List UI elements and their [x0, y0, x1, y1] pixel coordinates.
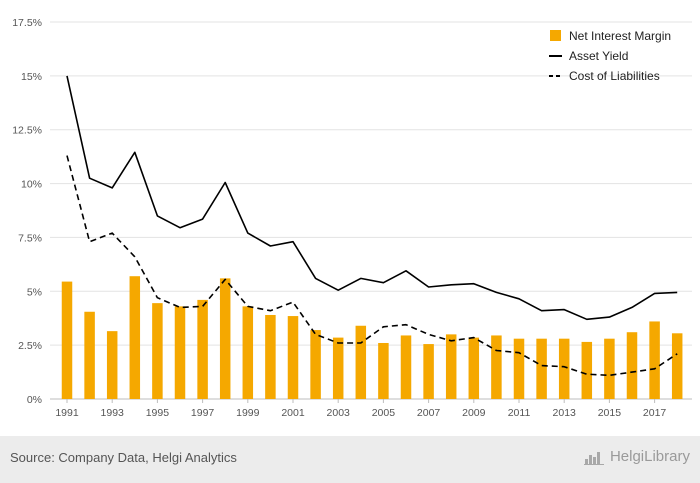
y-tick-label: 12.5%: [12, 125, 42, 137]
y-axis-ticks: 0% 2.5% 5% 7.5% 10% 12.5% 15% 17.5%: [12, 17, 42, 406]
x-tick-label: 2015: [598, 407, 622, 419]
bar-net-interest-margin: [174, 306, 186, 399]
bar-net-interest-margin: [626, 332, 638, 399]
bars: [61, 276, 683, 399]
bar-net-interest-margin: [378, 342, 389, 399]
bar-net-interest-margin: [649, 321, 660, 399]
line-asset-yield: [66, 75, 678, 321]
bar-net-interest-margin: [581, 341, 593, 399]
x-tick-label: 2001: [281, 407, 305, 419]
legend-label: Cost of Liabilities: [569, 69, 660, 83]
y-tick-label: 17.5%: [12, 17, 42, 29]
library-icon: [583, 451, 604, 465]
bar-net-interest-margin: [332, 337, 344, 399]
y-tick-label: 10%: [21, 179, 42, 191]
source-text: Source: Company Data, Helgi Analytics: [10, 450, 237, 465]
line-cost-of-liabilities: [66, 155, 678, 377]
legend-swatch-bar: [550, 30, 561, 41]
x-axis-ticks: 1991 1993 1995 1997 1999 2001 2003 2005 2007 2009…: [55, 399, 666, 419]
y-tick-label: 7.5%: [18, 232, 42, 244]
bar-net-interest-margin: [491, 335, 502, 399]
x-tick-label: 2005: [372, 407, 396, 419]
bar-net-interest-margin: [152, 303, 163, 399]
bar-net-interest-margin: [129, 276, 141, 399]
bar-net-interest-margin: [604, 338, 615, 399]
bar-net-interest-margin: [61, 281, 73, 399]
brand-logo: HelgiLibrary: [583, 448, 690, 465]
bar-net-interest-margin: [265, 314, 276, 399]
x-tick-label: 2017: [643, 407, 667, 419]
bar-net-interest-margin: [355, 325, 367, 399]
y-tick-label: 5%: [27, 286, 42, 298]
legend-label: Asset Yield: [569, 49, 628, 63]
y-tick-label: 0%: [27, 394, 42, 406]
x-tick-label: 1999: [236, 407, 260, 419]
x-tick-label: 2011: [508, 407, 531, 419]
bar-net-interest-margin: [287, 316, 299, 399]
bar-net-interest-margin: [106, 331, 118, 399]
x-tick-label: 2009: [462, 407, 486, 419]
x-tick-label: 2007: [417, 407, 441, 419]
bar-net-interest-margin: [423, 344, 434, 399]
bar-net-interest-margin: [242, 306, 254, 399]
x-tick-label: 2013: [553, 407, 577, 419]
x-tick-label: 1993: [101, 407, 125, 419]
footer: Source: Company Data, Helgi Analytics He…: [0, 436, 700, 483]
bar-net-interest-margin: [84, 311, 95, 399]
legend: Net Interest Margin Asset Yield Cost of Li…: [549, 29, 671, 83]
bar-net-interest-margin: [310, 330, 321, 399]
legend-label: Net Interest Margin: [569, 29, 671, 43]
x-tick-label: 2003: [327, 407, 351, 419]
bar-net-interest-margin: [445, 334, 457, 399]
bar-net-interest-margin: [197, 299, 208, 399]
bar-net-interest-margin: [558, 338, 570, 399]
y-tick-label: 15%: [21, 71, 42, 83]
chart: 0%2.5%5%7.5%10%12.5%15%17.5% 1991 1993 199…: [12, 17, 692, 419]
bar-net-interest-margin: [513, 338, 525, 399]
brand-name: HelgiLibrary: [609, 448, 690, 465]
bar-net-interest-margin: [468, 337, 480, 399]
x-tick-label: 1995: [146, 407, 170, 419]
bar-net-interest-margin: [671, 333, 683, 399]
bar-net-interest-margin: [536, 338, 547, 399]
lines: [66, 75, 678, 377]
x-tick-label: 1997: [191, 407, 215, 419]
x-tick-label: 1991: [55, 407, 79, 419]
bar-net-interest-margin: [400, 335, 412, 399]
bar-net-interest-margin: [219, 278, 231, 399]
y-tick-label: 2.5%: [18, 340, 42, 352]
